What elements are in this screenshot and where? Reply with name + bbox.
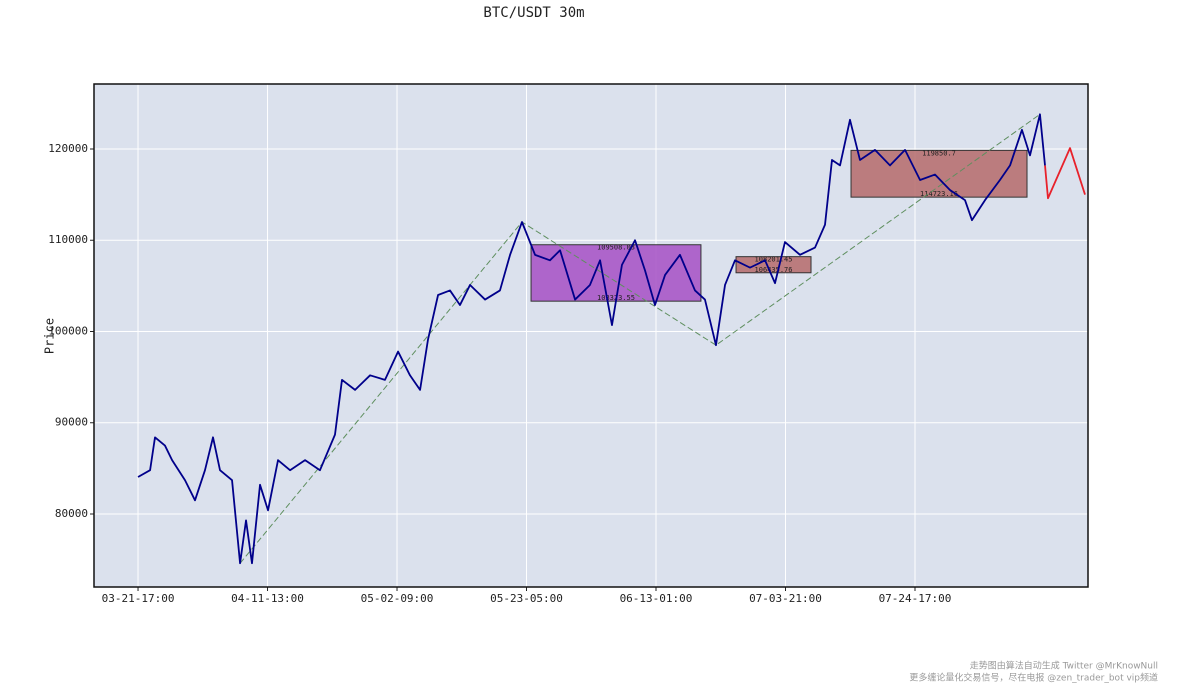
- zone-label: 109508.03: [597, 244, 635, 252]
- x-tick-label: 05-02-09:00: [361, 592, 434, 605]
- series-line: [239, 113, 1041, 564]
- zone: [530, 244, 702, 302]
- footer-line: 走势图由算法自动生成 Twitter @MrKnowNull: [970, 660, 1158, 672]
- x-tick-label: 06-13-01:00: [620, 592, 693, 605]
- plot-frame: [93, 83, 1089, 588]
- y-tick-label: 90000: [55, 416, 88, 429]
- zone: [735, 256, 812, 274]
- y-tick-label: 100000: [48, 324, 88, 337]
- y-tick-label: 120000: [48, 142, 88, 155]
- x-tick-label: 07-24-17:00: [879, 592, 952, 605]
- chart-title: BTC/USDT 30m: [483, 5, 584, 21]
- zone-label: 114723.16: [920, 190, 958, 198]
- x-tick-label: 04-11-13:00: [231, 592, 304, 605]
- zone-label: 108201.45: [755, 256, 793, 264]
- series-line: [137, 113, 1046, 565]
- y-tick-label: 80000: [55, 507, 88, 520]
- y-tick-label: 110000: [48, 233, 88, 246]
- zone-label: 119850.7: [922, 149, 956, 157]
- series-line: [1044, 147, 1086, 200]
- x-tick-label: 03-21-17:00: [102, 592, 175, 605]
- y-axis-label: Price: [43, 318, 57, 354]
- footer-line: 更多缠论量化交易信号，尽在电报 @zen_trader_bot vip频道: [909, 672, 1158, 684]
- zone-label: 106435.76: [755, 266, 793, 274]
- x-tick-label: 07-03-21:00: [749, 592, 822, 605]
- zone: [850, 149, 1028, 198]
- x-tick-label: 05-23-05:00: [490, 592, 563, 605]
